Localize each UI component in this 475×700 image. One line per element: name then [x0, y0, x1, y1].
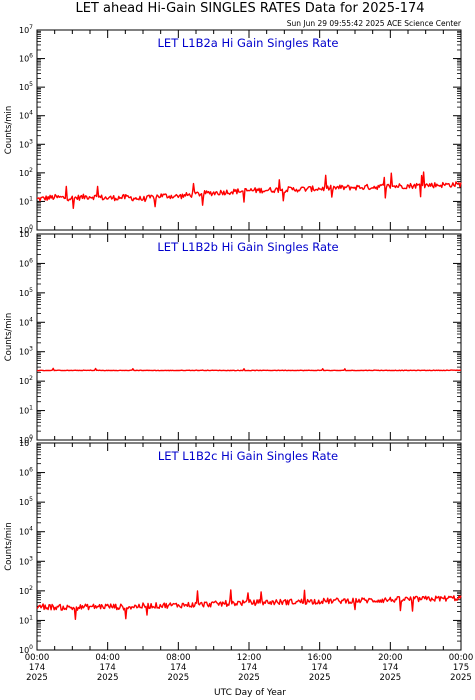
panel-3: 100 101 102 103 104 105 106 107 Counts/min LET L1…: [4, 437, 462, 655]
plot-frame: [36, 29, 462, 231]
y-tick-label: 106: [19, 467, 33, 478]
panel-title: LET L1B2a Hi Gain Singles Rate: [158, 36, 339, 50]
y-tick-label: 103: [19, 346, 33, 357]
generation-timestamp: Sun Jun 29 09:55:42 2025 ACE Science Cen…: [287, 19, 462, 28]
x-tick-label-line: 174: [241, 663, 257, 673]
x-tick-label-line: 12:00: [237, 653, 262, 663]
y-tick-label: 103: [19, 555, 33, 566]
series-line: [36, 367, 462, 372]
panel-title: LET L1B2c Hi Gain Singles Rate: [158, 449, 338, 463]
x-tick-label-line: 00:00: [449, 653, 474, 663]
y-tick-label: 106: [19, 257, 33, 268]
panel-title: LET L1B2b Hi Gain Singles Rate: [157, 240, 338, 254]
panels: 100 101 102 103 104 105 106 107 Counts/min LET L1…: [4, 24, 462, 655]
x-tick-label-line: 08:00: [166, 653, 191, 663]
y-tick-label: 107: [19, 24, 33, 35]
y-tick-label: 101: [19, 405, 33, 416]
x-tick-label-line: 20:00: [378, 653, 403, 663]
x-tick-label-line: 2025: [168, 673, 190, 683]
y-axis-label: Counts/min: [4, 106, 14, 155]
series-line: [36, 589, 462, 620]
y-tick-label: 104: [19, 526, 33, 537]
panel-1: 100 101 102 103 104 105 106 107 Counts/min LET L1…: [4, 24, 462, 235]
y-tick-label: 102: [19, 167, 33, 178]
y-tick-label: 100: [19, 434, 33, 445]
x-tick-label-line: 2025: [26, 673, 48, 683]
y-tick-label: 103: [19, 138, 33, 149]
y-tick-label: 105: [19, 81, 33, 92]
x-axis-labels: 00:00174202504:00174202508:00174202512:0…: [25, 653, 474, 683]
x-tick-label-line: 2025: [450, 673, 472, 683]
x-axis-label: UTC Day of Year: [214, 688, 286, 698]
plot-frame: [36, 233, 462, 441]
x-tick-label-line: 174: [29, 663, 45, 673]
figure-title: LET ahead Hi-Gain SINGLES RATES Data for…: [75, 1, 424, 16]
y-tick-label: 102: [19, 375, 33, 386]
x-tick-label-line: 04:00: [95, 653, 120, 663]
y-tick-label: 102: [19, 585, 33, 596]
x-tick-label-line: 2025: [309, 673, 331, 683]
y-tick-label: 105: [19, 287, 33, 298]
x-tick-label-line: 16:00: [307, 653, 332, 663]
y-tick-label: 100: [19, 224, 33, 235]
x-tick-label-line: 174: [170, 663, 186, 673]
y-axis-label: Counts/min: [4, 522, 14, 571]
x-tick-label-line: 2025: [97, 673, 119, 683]
panel-2: 100 101 102 103 104 105 106 107 Counts/min LET L1…: [4, 228, 462, 445]
x-tick-label-line: 2025: [380, 673, 402, 683]
y-tick-label: 100: [19, 644, 33, 655]
y-tick-label: 106: [19, 53, 33, 64]
y-tick-label: 101: [19, 195, 33, 206]
x-tick-label-line: 174: [382, 663, 398, 673]
y-tick-label: 104: [19, 110, 33, 121]
x-tick-label-line: 00:00: [25, 653, 50, 663]
x-tick-label-line: 175: [453, 663, 469, 673]
y-tick-label: 101: [19, 614, 33, 625]
y-tick-label: 107: [19, 228, 33, 239]
y-tick-label: 105: [19, 496, 33, 507]
y-tick-label: 104: [19, 316, 33, 327]
y-tick-label: 107: [19, 437, 33, 448]
plot-frame: [36, 442, 462, 651]
x-tick-label-line: 174: [100, 663, 116, 673]
x-tick-label-line: 2025: [238, 673, 260, 683]
series-line: [37, 171, 462, 210]
x-tick-label-line: 174: [312, 663, 328, 673]
y-axis-label: Counts/min: [4, 313, 14, 362]
